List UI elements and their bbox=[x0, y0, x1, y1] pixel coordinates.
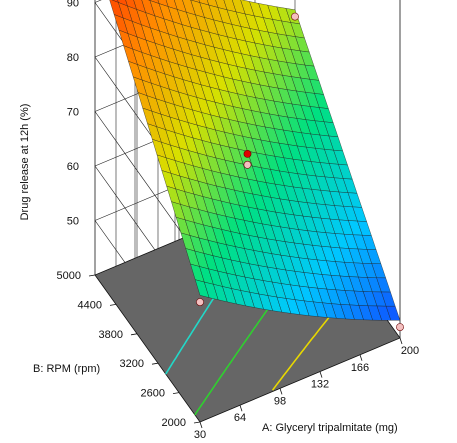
response-surface bbox=[109, 0, 401, 321]
y-tick-mark bbox=[130, 333, 138, 336]
design-point bbox=[291, 12, 299, 21]
y-tick-mark bbox=[172, 392, 180, 394]
y-axis-label: B: RPM (rpm) bbox=[33, 363, 100, 375]
design-point bbox=[196, 298, 204, 306]
x-tick-label: 166 bbox=[351, 362, 369, 374]
y-tick-label: 2600 bbox=[141, 388, 165, 400]
x-tick-label: 64 bbox=[234, 412, 246, 424]
x-tick-mark bbox=[199, 421, 203, 429]
x-tick-label: 30 bbox=[194, 429, 206, 441]
x-tick-label: 132 bbox=[311, 379, 329, 391]
z-tick-label: 60 bbox=[67, 161, 79, 173]
x-tick-mark bbox=[319, 371, 323, 378]
x-tick-mark bbox=[399, 337, 403, 345]
x-tick-mark bbox=[239, 405, 243, 412]
x-axis-label: A: Glyceryl tripalmitate (mg) bbox=[262, 422, 398, 434]
x-tick-mark bbox=[279, 388, 283, 395]
y-tick-label: 2000 bbox=[162, 417, 186, 429]
z-tick-label: 70 bbox=[67, 107, 79, 119]
z-axis-label: Drug release at 12h (%) bbox=[19, 104, 31, 221]
design-point bbox=[243, 149, 252, 158]
axis-ticks: 5060708090100110200026003200380044005000… bbox=[57, 0, 420, 441]
x-tick-label: 98 bbox=[274, 395, 286, 407]
y-tick-label: 3200 bbox=[120, 358, 144, 370]
z-tick-label: 80 bbox=[67, 52, 79, 64]
design-points bbox=[196, 12, 404, 331]
y-tick-mark bbox=[193, 421, 201, 424]
x-tick-label: 200 bbox=[401, 345, 419, 357]
x-tick-mark bbox=[359, 354, 363, 361]
design-point bbox=[396, 323, 404, 331]
y-tick-mark bbox=[88, 274, 96, 277]
z-tick-label: 90 bbox=[67, 0, 79, 10]
design-point bbox=[243, 160, 252, 169]
y-tick-mark bbox=[109, 304, 117, 306]
y-tick-mark bbox=[151, 362, 159, 365]
surface-cell bbox=[385, 306, 401, 321]
y-tick-label: 3800 bbox=[99, 329, 123, 341]
y-tick-label: 4400 bbox=[78, 299, 102, 311]
z-tick-label: 50 bbox=[67, 216, 79, 228]
y-tick-label: 5000 bbox=[57, 270, 81, 282]
